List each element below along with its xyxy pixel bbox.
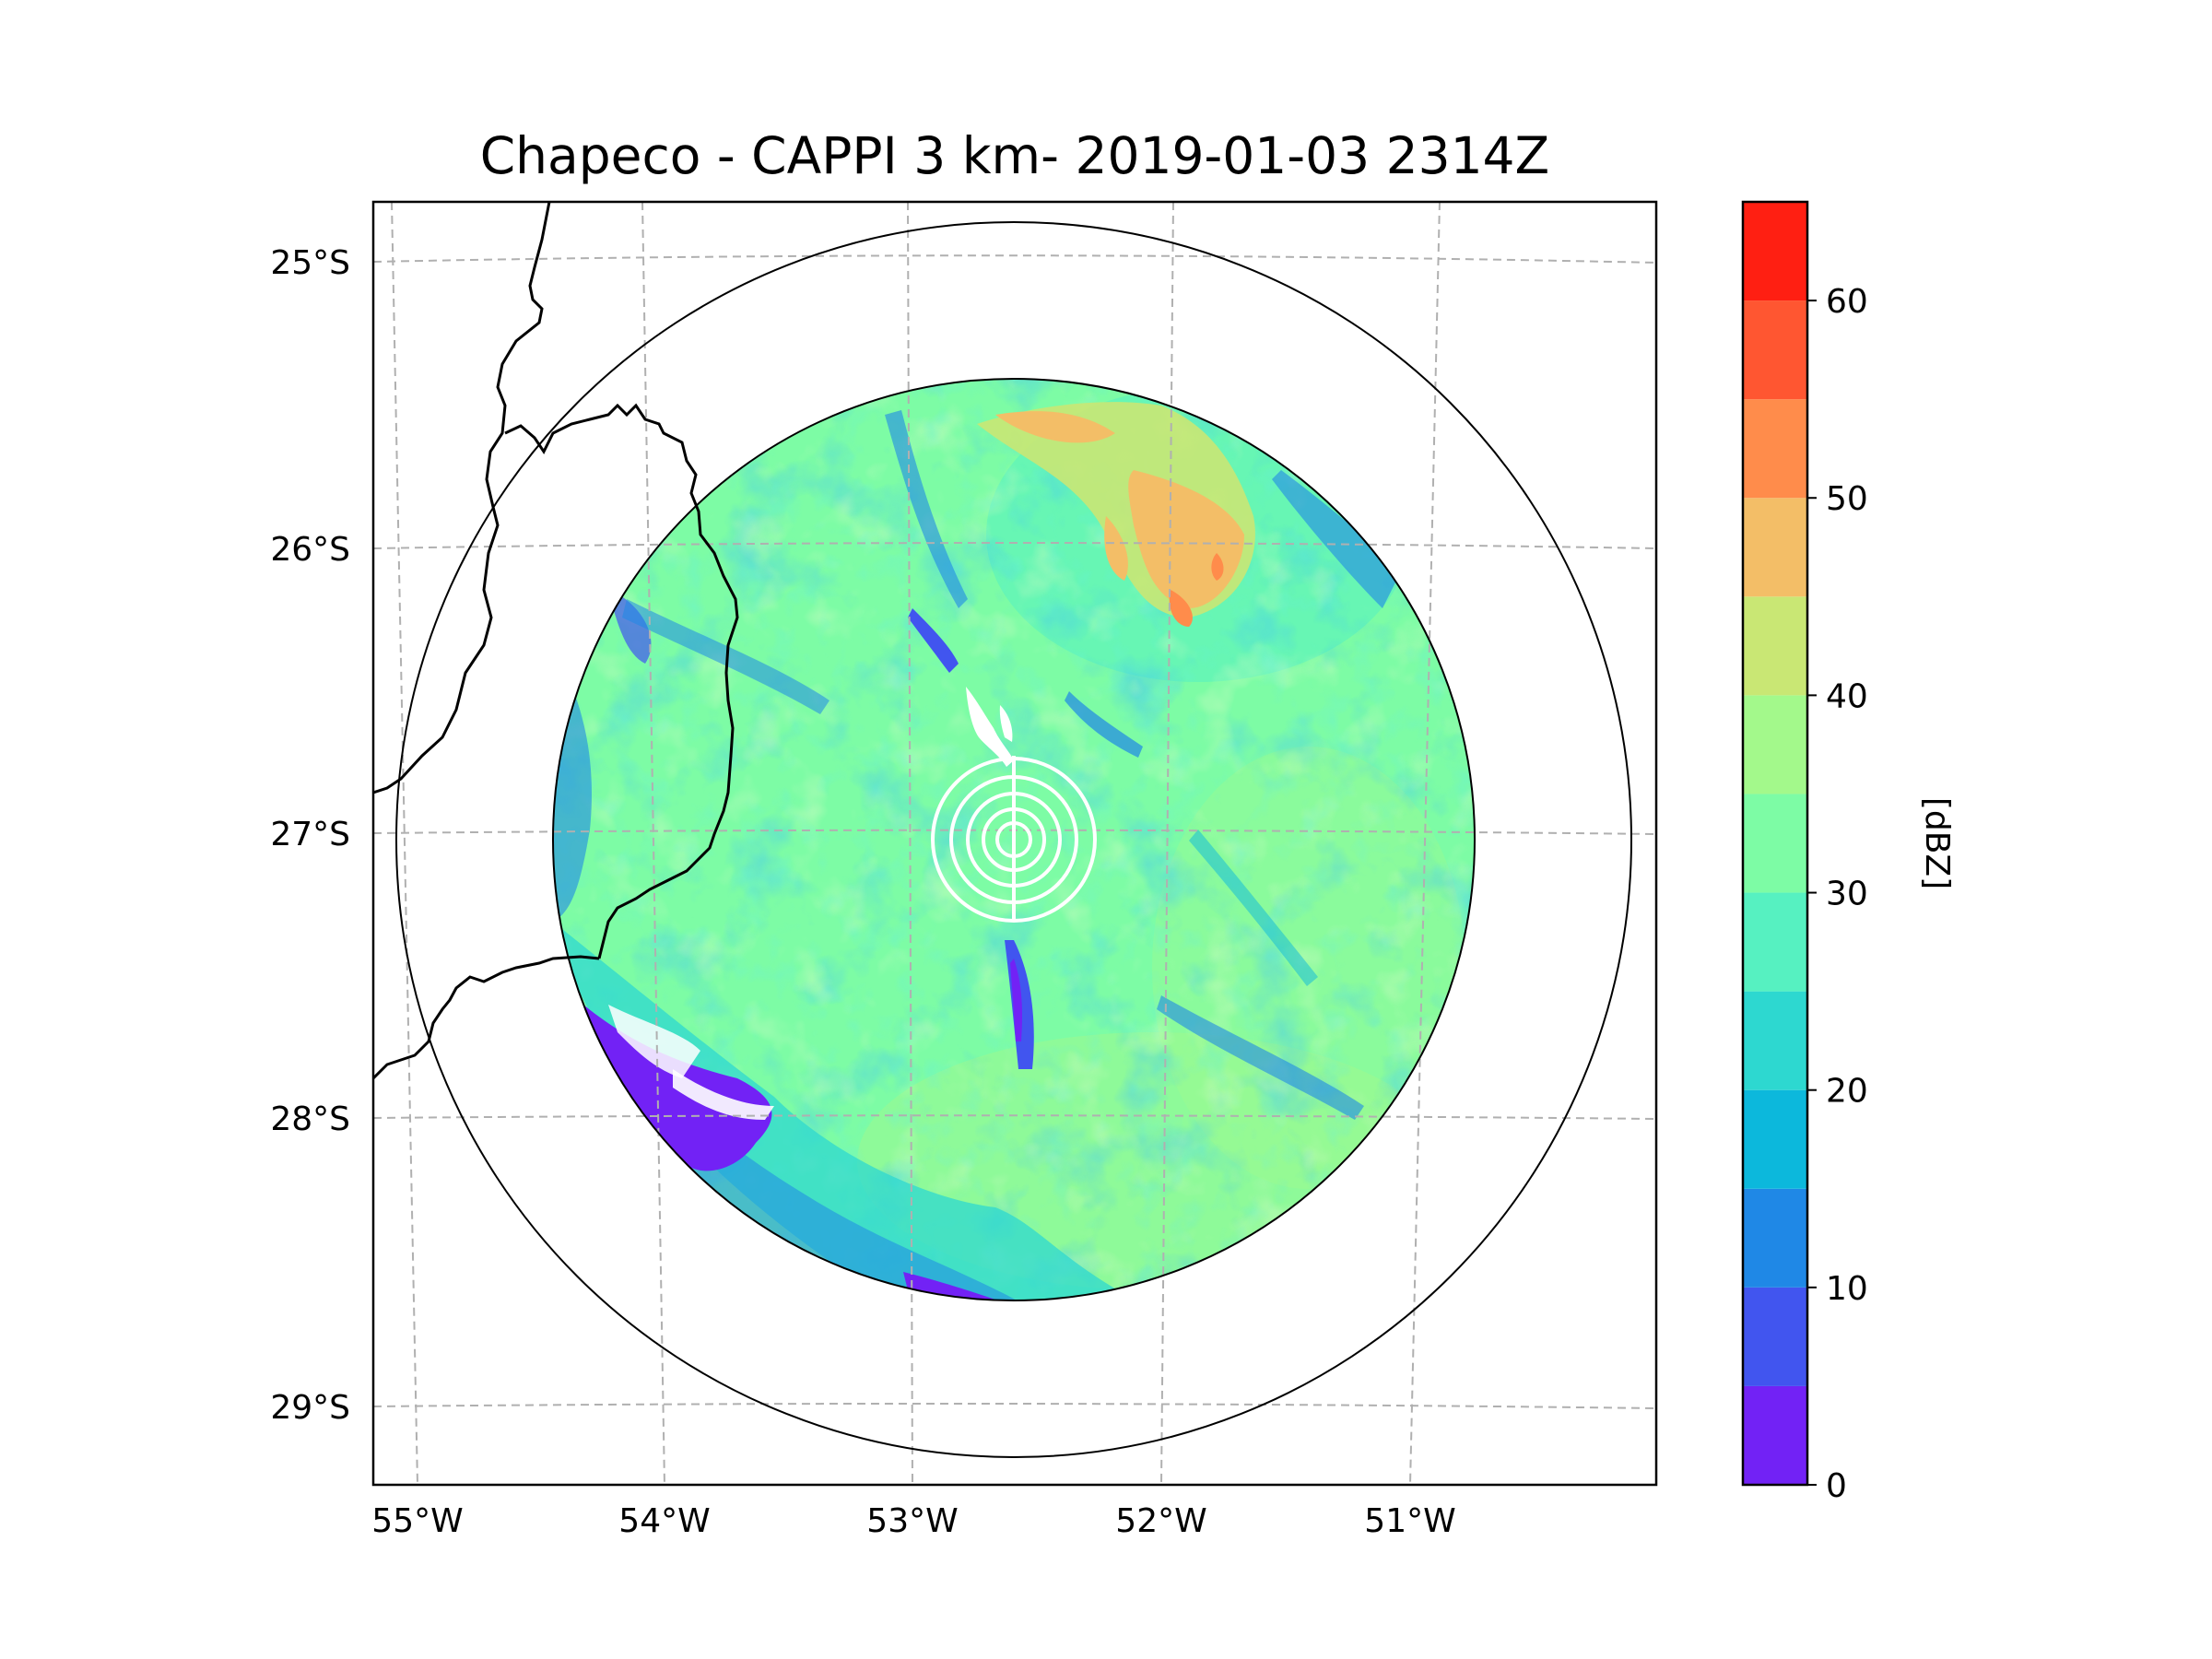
lon-tick-labels: 55°W 54°W 53°W 52°W 51°W [371, 1502, 1455, 1540]
colorbar-swatch [1743, 399, 1807, 499]
lat-tick-label: 26°S [270, 531, 350, 569]
chart-title: Chapeco - CAPPI 3 km- 2019-01-03 2314Z [480, 126, 1549, 185]
colorbar-tick-label: 60 [1826, 283, 1868, 321]
lat-tick-label: 25°S [270, 244, 350, 282]
lon-tick-label: 54°W [618, 1502, 710, 1540]
map-axes: 25°S 26°S 27°S 28°S 29°S 55°W 54°W 53°W … [270, 200, 1658, 1540]
colorbar-swatch [1743, 202, 1807, 301]
colorbar-swatches [1743, 202, 1807, 1485]
colorbar-tick-label: 30 [1826, 876, 1868, 913]
lon-tick-label: 51°W [1364, 1502, 1455, 1540]
colorbar-tick-label: 20 [1826, 1073, 1868, 1111]
colorbar-swatch [1743, 1188, 1807, 1288]
colorbar-swatch [1743, 498, 1807, 597]
colorbar: 0 10 20 30 40 50 60 [dBZ] [1741, 200, 1956, 1505]
colorbar-swatch [1743, 1287, 1807, 1386]
lat-tick-label: 28°S [270, 1100, 350, 1138]
near-field-rings [931, 756, 1097, 923]
colorbar-tick-label: 10 [1826, 1270, 1868, 1308]
colorbar-swatch [1743, 1385, 1807, 1485]
range-rings [395, 221, 1632, 1458]
colorbar-swatch [1743, 1089, 1807, 1189]
lon-tick-label: 55°W [371, 1502, 463, 1540]
political-borders [373, 202, 739, 1080]
colorbar-frame [1741, 200, 1809, 1487]
lat-tick-label: 29°S [270, 1389, 350, 1427]
colorbar-swatch [1743, 695, 1807, 794]
range-ring-inner [552, 378, 1476, 1301]
lat-tick-label: 27°S [270, 816, 350, 853]
lat-tick-labels: 25°S 26°S 27°S 28°S 29°S [270, 244, 350, 1427]
colorbar-tick-label: 0 [1826, 1467, 1847, 1505]
colorbar-ticks: 0 10 20 30 40 50 60 [1807, 283, 1868, 1505]
colorbar-swatch [1743, 991, 1807, 1090]
range-ring-outer [395, 221, 1632, 1458]
lon-tick-label: 52°W [1115, 1502, 1206, 1540]
colorbar-tick-label: 50 [1826, 480, 1868, 518]
lon-tick-label: 53°W [866, 1502, 958, 1540]
colorbar-swatch [1743, 596, 1807, 696]
colorbar-label: [dBZ] [1918, 797, 1956, 889]
colorbar-swatch [1743, 300, 1807, 400]
colorbar-swatch [1743, 794, 1807, 893]
colorbar-swatch [1743, 892, 1807, 992]
colorbar-tick-label: 40 [1826, 677, 1868, 715]
